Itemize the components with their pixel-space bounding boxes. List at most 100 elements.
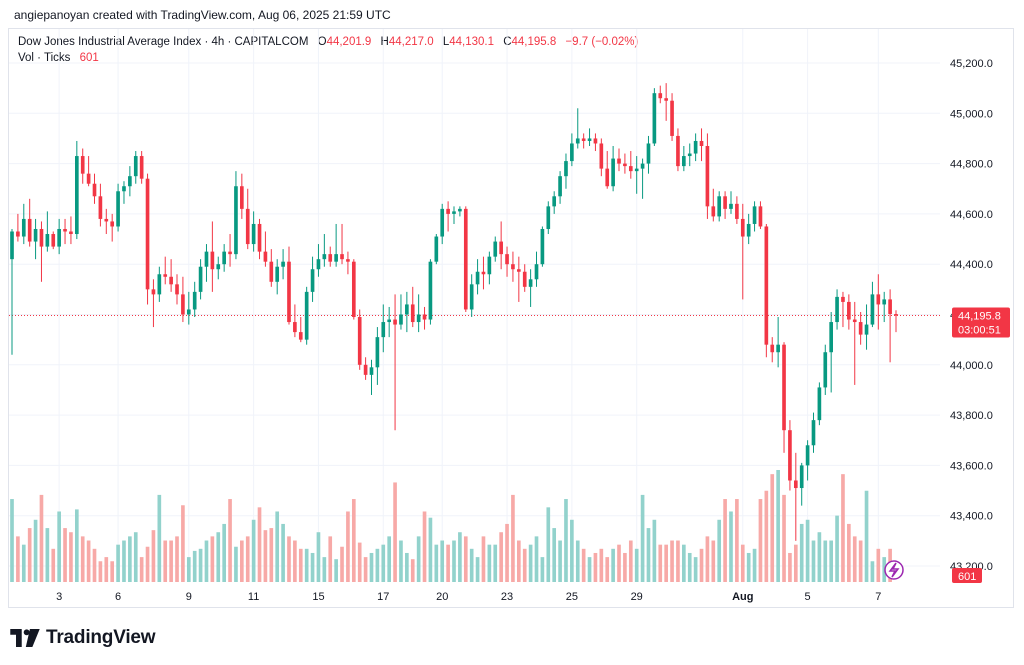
candle-body — [534, 264, 539, 280]
candle-body — [876, 294, 881, 305]
candle-body — [416, 314, 421, 323]
volume-bar — [33, 519, 38, 582]
price-tick-label: 43,400.0 — [950, 511, 993, 523]
volume-badge-background — [952, 568, 982, 583]
candle-body — [623, 163, 627, 167]
open-label: O — [317, 36, 327, 48]
volume-bar — [399, 540, 403, 582]
candle-body — [80, 156, 85, 174]
volume-bar — [581, 548, 586, 582]
volume-bar — [552, 528, 557, 582]
candle-body — [240, 186, 244, 209]
volume-bar — [128, 536, 132, 582]
candle-body — [570, 143, 574, 162]
candle-body — [39, 228, 44, 247]
candle-body — [776, 344, 780, 353]
candle-body — [145, 178, 150, 290]
volume-bar — [375, 548, 380, 582]
tradingview-logo[interactable]: TradingView — [10, 627, 156, 649]
volume-bar — [499, 532, 503, 582]
candle-body — [522, 271, 527, 287]
symbol-legend-row: Dow Jones Industrial Average Index · 4h … — [18, 34, 638, 50]
volume-bar — [746, 552, 751, 582]
time-tick-label: 3 — [56, 591, 62, 603]
volume-bar — [234, 546, 238, 582]
volume-bar — [45, 528, 50, 582]
volume-bar — [240, 540, 244, 582]
volume-bar — [835, 515, 839, 582]
volume-bar — [528, 544, 533, 582]
candle-body — [139, 156, 144, 179]
candle-body — [133, 156, 138, 177]
candle-body — [198, 266, 203, 292]
volume-bar — [487, 544, 492, 582]
candle-body — [346, 259, 350, 262]
volume-bar — [481, 536, 486, 582]
candle-body — [835, 296, 839, 323]
volume-bar — [799, 523, 804, 582]
time-axis[interactable]: 3 6 9 11 15 17 20 23 25 29 Aug 5 7 — [56, 591, 881, 603]
tradingview-logo-text: TradingView — [46, 627, 156, 648]
volume-bar — [334, 559, 338, 582]
candle-body — [729, 203, 733, 209]
candle-body — [351, 261, 356, 318]
price-tick-label: 45,200.0 — [950, 58, 993, 70]
volume-bar — [287, 536, 291, 582]
volume-bar — [534, 536, 539, 582]
candle-body — [92, 183, 97, 197]
candle-body — [16, 231, 20, 237]
candle-body — [888, 299, 892, 315]
candle-body — [770, 344, 775, 353]
high-value: 44,217.0 — [388, 36, 434, 48]
candle-body — [334, 254, 338, 262]
candle-body — [298, 332, 303, 340]
candle-body — [228, 251, 232, 255]
candle-body — [110, 221, 115, 227]
flash-icon[interactable] — [884, 560, 904, 580]
price-tick-label: 43,600.0 — [950, 460, 993, 472]
volume-bar — [516, 540, 521, 582]
candle-body — [63, 228, 67, 232]
candle-body — [387, 319, 392, 323]
volume-bar — [558, 540, 562, 582]
volume-bar — [387, 536, 392, 582]
volume-bar — [570, 519, 574, 582]
volume-bar — [21, 544, 26, 582]
candle-body — [469, 284, 474, 310]
volume-bar — [729, 511, 733, 582]
volume-bar — [687, 552, 692, 582]
volume-bar — [670, 540, 674, 582]
candle-body — [45, 234, 50, 247]
volume-bar — [104, 557, 109, 582]
candle-body — [811, 420, 816, 446]
volume-bar — [74, 509, 79, 582]
volume-bar — [210, 536, 215, 582]
volume-bar — [823, 540, 828, 582]
volume-bar — [434, 544, 439, 582]
candle-body — [293, 322, 297, 333]
grid-layer — [9, 29, 940, 582]
candle-body — [782, 344, 786, 431]
volume-badge-value: 601 — [958, 571, 976, 583]
volume-bar — [169, 540, 173, 582]
volume-bar — [735, 499, 739, 582]
volume-bar — [469, 548, 474, 582]
volume-label[interactable]: Vol · Ticks — [18, 52, 71, 64]
high-label: H — [380, 36, 389, 48]
candle-body — [33, 228, 38, 242]
volume-bar — [758, 499, 763, 582]
volume-bar — [605, 557, 610, 582]
candle-body — [682, 156, 686, 167]
candle-body — [658, 93, 663, 99]
candle-body — [829, 322, 834, 353]
volume-bar — [340, 546, 344, 582]
symbol-title[interactable]: Dow Jones Industrial Average Index · 4h … — [18, 36, 309, 48]
volume-bar — [458, 532, 462, 582]
volume-bar — [593, 552, 598, 582]
volume-bar — [122, 540, 126, 582]
candle-body — [375, 337, 380, 368]
candle-body — [628, 166, 633, 172]
candle-body — [864, 324, 869, 335]
volume-bar — [293, 540, 297, 582]
